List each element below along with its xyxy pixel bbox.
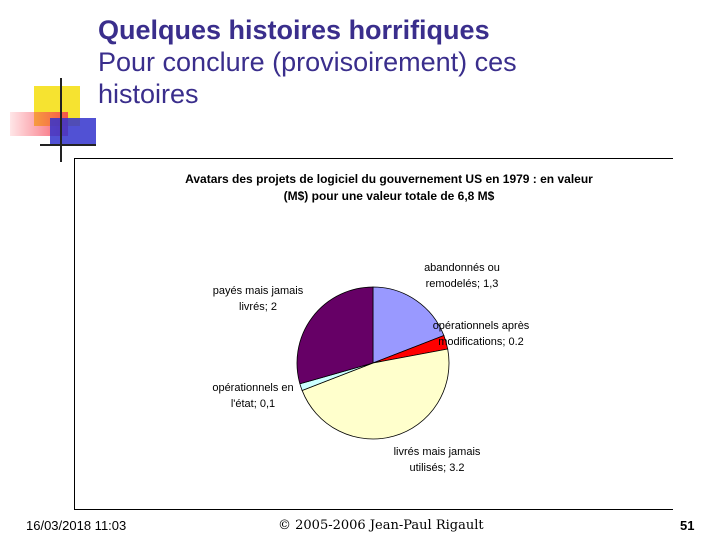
slice-livres-jamais-utilises bbox=[301, 348, 450, 440]
slide-title: Quelques histoires horrifiques Pour conc… bbox=[98, 14, 698, 110]
page-number: 51 bbox=[680, 518, 695, 533]
slice-payes-jamais-livres bbox=[296, 286, 374, 385]
decor-blue-square bbox=[50, 118, 96, 146]
footer-date: 16/03/2018 11:03 bbox=[26, 518, 127, 533]
pie-label-5-line2: livrés; 2 bbox=[239, 301, 277, 313]
pie-chart: Avatars des projets de logiciel du gouve… bbox=[185, 172, 593, 474]
pie-label-2-line2: modifications; 0.2 bbox=[438, 336, 524, 348]
pie-labels: abandonnés ou remodelés; 1,3 opérationnels… bbox=[212, 262, 529, 474]
pie-label-1-line2: remodelés; 1,3 bbox=[426, 278, 499, 290]
footer-copyright: © 2005-2006 Jean-Paul Rigault bbox=[278, 518, 484, 533]
pie-label-4-line1: opérationnels en bbox=[212, 382, 293, 394]
pie-label-3-line1: livrés mais jamais bbox=[394, 446, 481, 458]
decor-vertical-line bbox=[60, 78, 62, 162]
chart-title-line2: (M$) pour une valeur totale de 6,8 M$ bbox=[284, 189, 495, 203]
pie-slices bbox=[296, 286, 450, 440]
pie-label-3-line2: utilisés; 3.2 bbox=[409, 462, 464, 474]
chart-frame: Avatars des projets de logiciel du gouve… bbox=[74, 158, 673, 510]
pie-label-2-line1: opérationnels après bbox=[433, 320, 530, 332]
slice-abandonnes bbox=[372, 286, 445, 364]
slide-subtitle-line2: histoires bbox=[98, 79, 199, 109]
slide-title-main: Quelques histoires horrifiques bbox=[98, 15, 490, 45]
pie-label-4-line2: l'état; 0,1 bbox=[231, 398, 275, 410]
pie-label-5-line1: payés mais jamais bbox=[213, 285, 304, 297]
chart-title-line1: Avatars des projets de logiciel du gouve… bbox=[185, 172, 593, 186]
slide-subtitle-line1: Pour conclure (provisoirement) ces bbox=[98, 47, 517, 77]
decor-horizontal-line bbox=[40, 144, 96, 146]
slide-subtitle: Pour conclure (provisoirement) ces histo… bbox=[98, 46, 698, 110]
pie-label-1-line1: abandonnés ou bbox=[424, 262, 500, 274]
